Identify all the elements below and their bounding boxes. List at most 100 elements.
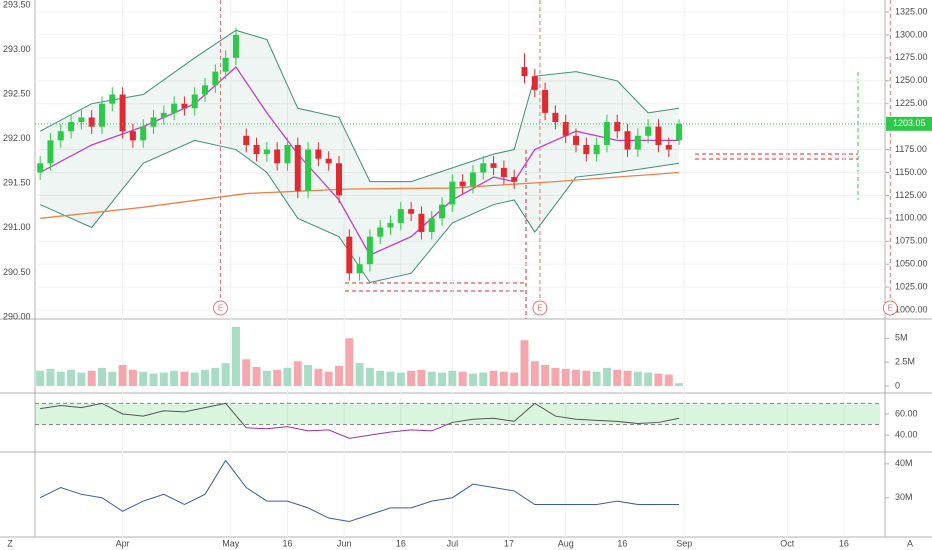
volume-bar	[613, 369, 622, 386]
volume-bar	[479, 372, 488, 386]
volume-bar	[314, 368, 323, 386]
oscillator-line	[242, 424, 449, 439]
y-tick-label: 290.50	[3, 267, 31, 277]
x-tick-label: Jul	[447, 538, 459, 548]
candle-body	[68, 122, 75, 132]
y2-tick-label: 1300.00	[895, 29, 928, 39]
volume-bar	[541, 365, 550, 386]
x-tick-label: Jun	[337, 538, 352, 548]
volume-bar	[77, 372, 86, 386]
y-tick-label: 30M	[895, 492, 913, 502]
x-tick-label: May	[222, 538, 240, 548]
candle-body	[274, 149, 281, 164]
y2-tick-label: 1250.00	[895, 75, 928, 85]
y2-tick-label: 1325.00	[895, 6, 928, 16]
candle-body	[47, 140, 54, 164]
candle-body	[335, 163, 342, 196]
candle-body	[160, 112, 167, 118]
candle-body	[305, 149, 312, 191]
scale-button[interactable]: A	[907, 538, 913, 548]
event-label: E	[218, 304, 223, 313]
volume-bar	[407, 370, 416, 386]
price-label-box	[886, 116, 932, 131]
volume-bar	[417, 369, 426, 386]
x-tick-label: Apr	[116, 538, 130, 548]
candle-body	[253, 144, 260, 155]
volume-bar	[180, 371, 189, 386]
candle-body	[480, 163, 487, 173]
volume-bar	[46, 368, 55, 386]
x-tick-label: Aug	[558, 538, 574, 548]
volume-bar	[438, 372, 447, 386]
volume-bar	[654, 373, 663, 386]
y-tick-label: 40M	[895, 458, 913, 468]
band-line	[39, 29, 680, 183]
candle-body	[202, 85, 209, 95]
y-tick-label: 292.00	[3, 133, 31, 143]
candle-body	[603, 122, 610, 145]
volume-bar	[283, 367, 292, 386]
volume-bar	[520, 340, 529, 386]
candle-body	[469, 172, 476, 187]
candle-body	[552, 112, 559, 123]
candle-body	[531, 76, 538, 90]
candle-body	[181, 103, 188, 109]
volume-bar	[304, 365, 313, 386]
candle-body	[511, 177, 518, 182]
candle-body	[645, 126, 652, 136]
volume-bar	[190, 372, 199, 386]
y-tick-label: 0	[895, 380, 900, 390]
candle-body	[562, 122, 569, 136]
scale-button[interactable]: Z	[7, 538, 13, 548]
volume-bar	[572, 369, 581, 386]
y-tick-label: 293.50	[3, 0, 31, 9]
y2-tick-label: 1275.00	[895, 52, 928, 62]
candle-body	[387, 222, 394, 228]
volume-bar	[675, 383, 684, 386]
candle-body	[88, 117, 95, 127]
candle-body	[315, 149, 322, 159]
candle-body	[521, 67, 528, 77]
candle-body	[129, 131, 136, 141]
y-tick-label: 292.50	[3, 89, 31, 99]
volume-bar	[97, 367, 106, 386]
band-line	[39, 139, 680, 284]
volume-bar	[118, 365, 127, 386]
volume-bar	[376, 370, 385, 386]
candle-body	[573, 135, 580, 145]
volume-bar	[242, 359, 251, 386]
volume-bar	[262, 370, 271, 386]
event-marker	[532, 300, 548, 316]
event-label: E	[537, 304, 542, 313]
candle-body	[57, 131, 64, 141]
candle-body	[377, 227, 384, 237]
candle-body	[634, 135, 641, 150]
volume-bar	[273, 369, 282, 386]
candle-body	[418, 213, 425, 233]
y-tick-label: 2.5M	[895, 357, 915, 367]
candle-body	[191, 94, 198, 109]
candle-body	[428, 218, 435, 233]
candle-body	[459, 181, 466, 187]
candle-body	[325, 158, 332, 164]
y-tick-label: 293.00	[3, 44, 31, 54]
volume-bar	[201, 369, 210, 386]
volume-bar	[108, 371, 117, 386]
x-tick-label: Sep	[676, 538, 692, 548]
candle-body	[263, 149, 270, 155]
candle-body	[356, 264, 363, 274]
volume-bar	[67, 369, 76, 386]
candle-body	[614, 122, 621, 132]
event-marker	[882, 300, 898, 316]
candle-body	[439, 204, 446, 219]
y2-tick-label: 1225.00	[895, 98, 928, 108]
volume-bar	[365, 367, 374, 386]
volume-bar	[139, 371, 148, 386]
volume-bar	[128, 369, 137, 386]
candle-body	[150, 117, 157, 127]
volume-bar	[221, 363, 230, 386]
candle-body	[98, 103, 105, 127]
volume-bar	[510, 372, 519, 386]
